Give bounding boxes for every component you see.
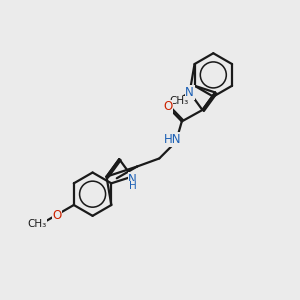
Text: N: N	[185, 86, 194, 99]
Text: HN: HN	[164, 133, 181, 146]
Text: O: O	[163, 100, 172, 113]
Text: CH₃: CH₃	[27, 219, 46, 229]
Text: H: H	[129, 182, 136, 191]
Text: O: O	[52, 209, 62, 222]
Text: CH₃: CH₃	[169, 97, 189, 106]
Text: N: N	[128, 173, 137, 186]
